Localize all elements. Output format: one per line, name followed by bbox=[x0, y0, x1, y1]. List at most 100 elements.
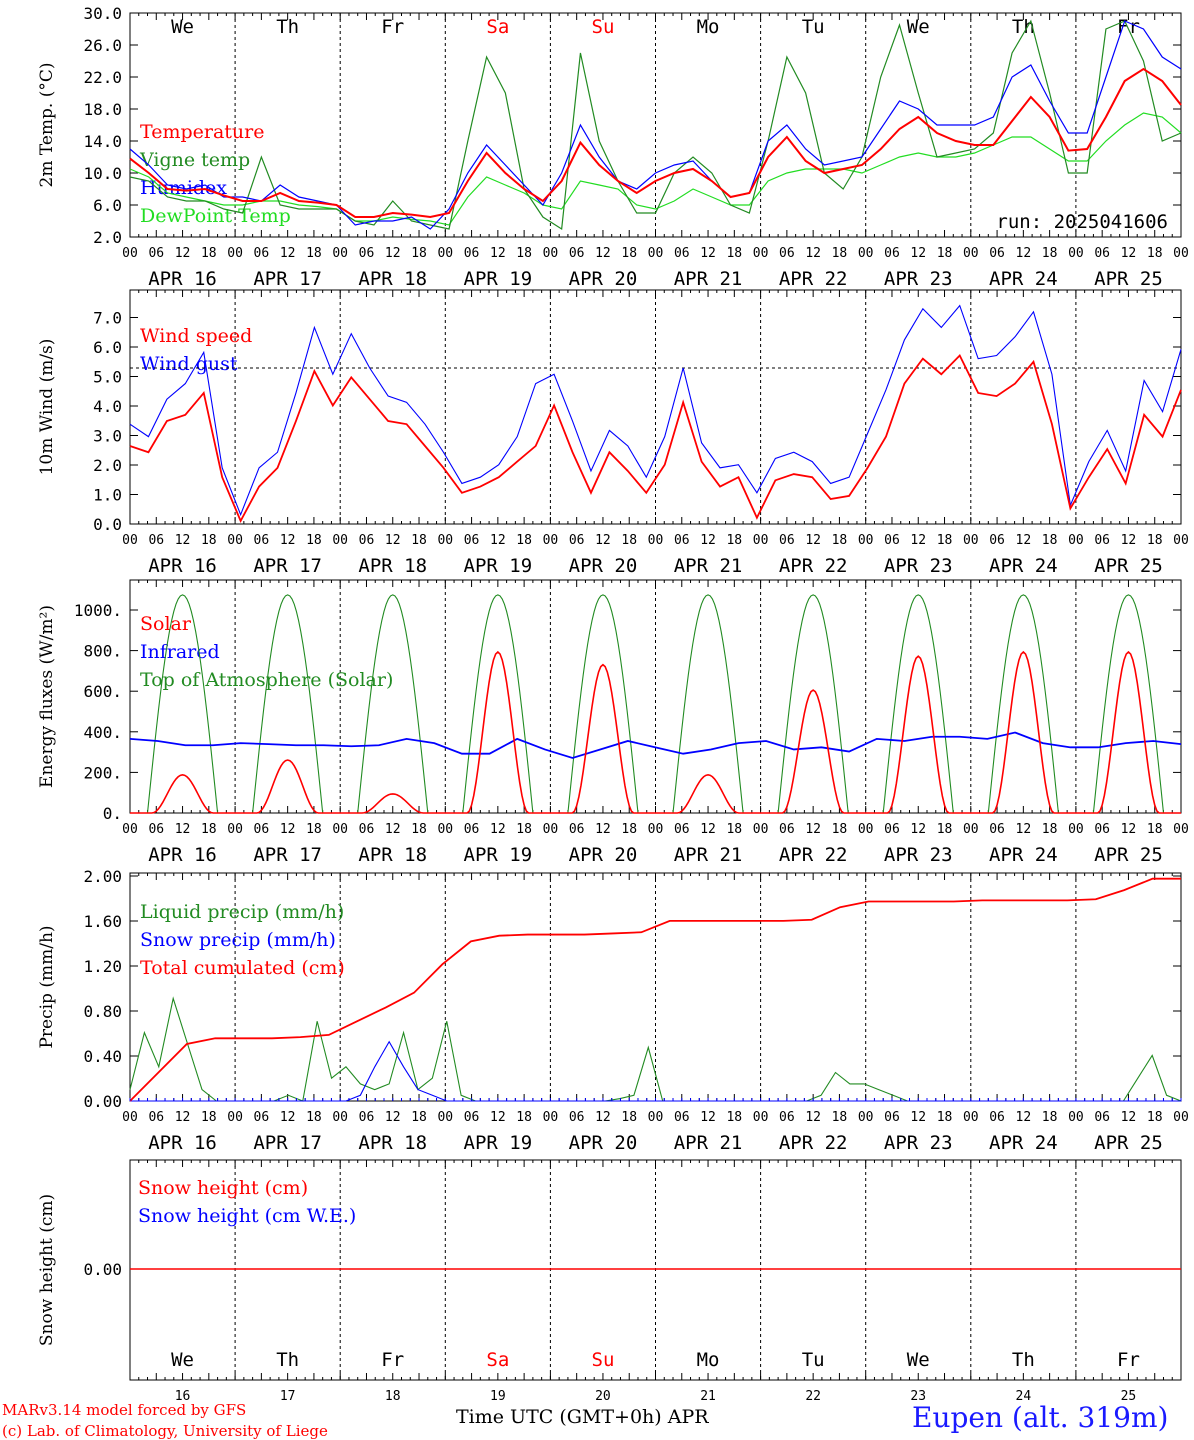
hour-tick-label: 18 bbox=[201, 533, 217, 548]
hour-tick-label: 06 bbox=[989, 246, 1005, 261]
y-axis-label: 10m Wind (m/s) bbox=[37, 339, 57, 476]
hour-tick-label: 18 bbox=[621, 533, 637, 548]
day-name: Mo bbox=[697, 1349, 720, 1371]
hour-tick-label: 12 bbox=[595, 822, 611, 837]
day-name: Su bbox=[592, 16, 615, 38]
hour-tick-label: 12 bbox=[910, 822, 926, 837]
hour-tick-label: 12 bbox=[385, 1110, 401, 1125]
day-name: Fr bbox=[381, 1349, 404, 1371]
hour-tick-label: 00 bbox=[963, 1110, 979, 1125]
hour-tick-label: 18 bbox=[832, 1110, 848, 1125]
series-dewpoint-temp bbox=[129, 112, 1182, 226]
legend-entry: Wind gust bbox=[140, 353, 238, 375]
y-tick-label: 14.0 bbox=[83, 132, 122, 151]
day-number: 25 bbox=[1121, 1389, 1137, 1404]
footer-copyright: (c) Lab. of Climatology, University of L… bbox=[2, 1422, 328, 1440]
hour-tick-label: 00 bbox=[858, 533, 874, 548]
hour-tick-label: 00 bbox=[1068, 246, 1084, 261]
hour-tick-label: 06 bbox=[884, 822, 900, 837]
hour-tick-label: 00 bbox=[543, 246, 559, 261]
date-label: APR 21 bbox=[674, 555, 743, 577]
hour-tick-label: 18 bbox=[516, 1110, 532, 1125]
legend-entry: Liquid precip (mm/h) bbox=[140, 901, 344, 923]
y-tick-label: 0.80 bbox=[83, 1002, 122, 1021]
hour-tick-label: 06 bbox=[569, 246, 585, 261]
hour-tick-label: 18 bbox=[621, 822, 637, 837]
hour-tick-label: 06 bbox=[884, 1110, 900, 1125]
hour-tick-label: 06 bbox=[254, 533, 270, 548]
hour-tick-label: 12 bbox=[490, 533, 506, 548]
hour-tick-label: 18 bbox=[937, 1110, 953, 1125]
day-name: Th bbox=[276, 16, 299, 38]
hour-tick-label: 00 bbox=[332, 822, 348, 837]
hour-tick-label: 06 bbox=[779, 822, 795, 837]
date-label: APR 17 bbox=[253, 555, 322, 577]
hour-tick-label: 18 bbox=[1042, 246, 1058, 261]
hour-tick-label: 00 bbox=[227, 1110, 243, 1125]
hour-tick-label: 06 bbox=[674, 246, 690, 261]
y-tick-label: 1000. bbox=[74, 601, 122, 620]
hour-tick-label: 06 bbox=[359, 533, 375, 548]
x-axis-label: Time UTC (GMT+0h) APR bbox=[456, 1406, 709, 1428]
hour-tick-label: 06 bbox=[779, 1110, 795, 1125]
date-label: APR 24 bbox=[989, 1132, 1058, 1154]
legend-entry: Vigne temp bbox=[139, 149, 250, 171]
hour-tick-label: 12 bbox=[1016, 533, 1032, 548]
hour-tick-label: 06 bbox=[148, 822, 164, 837]
hour-tick-label: 18 bbox=[726, 246, 742, 261]
hour-tick-label: 06 bbox=[254, 246, 270, 261]
hour-tick-label: 18 bbox=[516, 533, 532, 548]
hour-tick-label: 12 bbox=[175, 822, 191, 837]
y-tick-label: 200. bbox=[83, 763, 122, 782]
y-tick-label: 600. bbox=[83, 682, 122, 701]
hour-tick-label: 12 bbox=[910, 1110, 926, 1125]
y-axis-label: Precip (mm/h) bbox=[37, 925, 57, 1048]
hour-tick-label: 00 bbox=[648, 246, 664, 261]
hour-tick-label: 12 bbox=[490, 1110, 506, 1125]
day-name: Mo bbox=[697, 16, 720, 38]
hour-tick-label: 00 bbox=[1173, 1110, 1189, 1125]
y-tick-label: 1.0 bbox=[93, 486, 122, 505]
date-label: APR 18 bbox=[358, 844, 427, 866]
y-tick-label: 800. bbox=[83, 642, 122, 661]
hour-tick-label: 00 bbox=[963, 246, 979, 261]
date-label: APR 16 bbox=[148, 555, 217, 577]
hour-tick-label: 12 bbox=[280, 1110, 296, 1125]
hour-tick-label: 18 bbox=[726, 1110, 742, 1125]
day-number: 23 bbox=[910, 1389, 926, 1404]
y-tick-label: 0.00 bbox=[83, 1260, 122, 1279]
hour-tick-label: 00 bbox=[437, 246, 453, 261]
hour-tick-label: 12 bbox=[490, 246, 506, 261]
date-label: APR 19 bbox=[464, 268, 533, 290]
y-tick-label: 0.0 bbox=[93, 515, 122, 534]
hour-tick-label: 18 bbox=[411, 533, 427, 548]
hour-tick-label: 12 bbox=[805, 246, 821, 261]
date-label: APR 20 bbox=[569, 844, 638, 866]
hour-tick-label: 12 bbox=[700, 1110, 716, 1125]
hour-tick-label: 12 bbox=[700, 822, 716, 837]
hour-tick-label: 00 bbox=[227, 822, 243, 837]
legend-entry: Snow precip (mm/h) bbox=[140, 929, 336, 951]
hour-tick-label: 12 bbox=[700, 246, 716, 261]
hour-tick-label: 00 bbox=[1173, 246, 1189, 261]
hour-tick-label: 18 bbox=[1147, 822, 1163, 837]
hour-tick-label: 18 bbox=[937, 533, 953, 548]
y-tick-label: 2.0 bbox=[93, 228, 122, 247]
hour-tick-label: 00 bbox=[332, 1110, 348, 1125]
hour-tick-label: 12 bbox=[175, 1110, 191, 1125]
date-label: APR 23 bbox=[884, 268, 953, 290]
y-tick-label: 0. bbox=[103, 804, 122, 823]
hour-tick-label: 18 bbox=[1147, 246, 1163, 261]
series-humidex bbox=[129, 20, 1182, 230]
hour-tick-label: 18 bbox=[201, 822, 217, 837]
y-tick-label: 30.0 bbox=[83, 4, 122, 23]
legend-entry: Wind speed bbox=[140, 325, 252, 347]
hour-tick-label: 00 bbox=[227, 533, 243, 548]
y-tick-label: 1.60 bbox=[83, 912, 122, 931]
day-number: 19 bbox=[490, 1389, 506, 1404]
hour-tick-label: 18 bbox=[726, 533, 742, 548]
day-number: 18 bbox=[385, 1389, 401, 1404]
date-label: APR 25 bbox=[1094, 555, 1163, 577]
y-axis-label: Snow height (cm) bbox=[37, 1194, 57, 1346]
hour-tick-label: 00 bbox=[858, 1110, 874, 1125]
